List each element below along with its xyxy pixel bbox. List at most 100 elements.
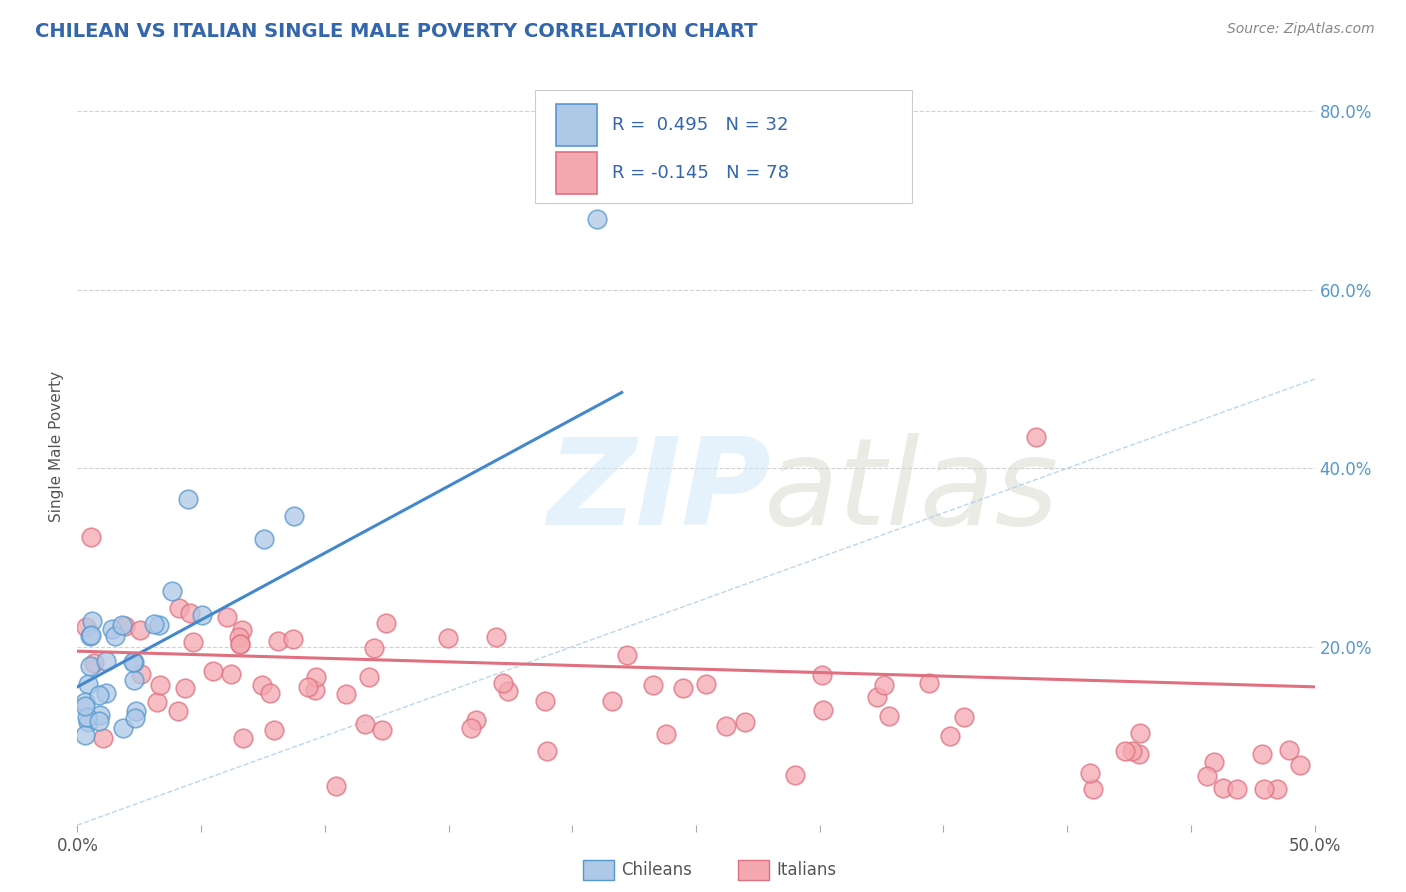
Point <box>83 656 105 670</box>
Point <box>536 744 558 758</box>
Point <box>122 673 145 688</box>
Point <box>460 721 482 735</box>
Point <box>166 704 188 718</box>
Point <box>533 694 555 708</box>
Point <box>148 618 170 632</box>
Text: ZIP: ZIP <box>547 433 772 550</box>
Point <box>129 623 152 637</box>
Point <box>75 620 97 634</box>
Point <box>121 655 143 669</box>
Point <box>643 678 665 692</box>
Point <box>783 768 806 782</box>
Point <box>94 654 117 668</box>
Point <box>101 622 124 636</box>
Point <box>73 695 96 709</box>
Point <box>76 677 98 691</box>
Point <box>952 710 974 724</box>
Point <box>1128 747 1150 762</box>
Point <box>87 688 110 702</box>
Point <box>162 584 184 599</box>
Point <box>305 670 328 684</box>
Point <box>181 635 204 649</box>
Point <box>79 629 101 643</box>
Point <box>866 690 889 704</box>
Point <box>437 631 460 645</box>
Point <box>228 637 250 651</box>
Point <box>873 678 896 692</box>
Point <box>145 695 167 709</box>
Point <box>811 668 834 682</box>
Point <box>177 491 200 506</box>
Point <box>73 728 96 742</box>
Point <box>1251 747 1274 761</box>
Point <box>112 721 135 735</box>
Point <box>173 681 195 695</box>
Point <box>80 628 103 642</box>
Text: R =  0.495   N = 32: R = 0.495 N = 32 <box>612 116 789 135</box>
Point <box>201 664 224 678</box>
Point <box>335 687 357 701</box>
Point <box>655 726 678 740</box>
Point <box>215 609 238 624</box>
FancyBboxPatch shape <box>536 89 912 203</box>
Point <box>1278 743 1301 757</box>
Point <box>91 731 114 745</box>
Point <box>1197 769 1219 783</box>
Point <box>259 686 281 700</box>
Point <box>1265 782 1288 797</box>
Point <box>124 711 146 725</box>
Point <box>131 666 153 681</box>
Point <box>142 616 165 631</box>
Point <box>1081 782 1104 797</box>
Point <box>363 640 385 655</box>
Point <box>695 676 717 690</box>
Point <box>252 533 274 547</box>
Point <box>87 714 110 729</box>
Point <box>1114 744 1136 758</box>
Point <box>125 704 148 718</box>
Point <box>616 648 638 662</box>
Point <box>1078 766 1101 780</box>
Point <box>283 509 305 524</box>
Text: CHILEAN VS ITALIAN SINGLE MALE POVERTY CORRELATION CHART: CHILEAN VS ITALIAN SINGLE MALE POVERTY C… <box>35 22 758 41</box>
Point <box>918 676 941 690</box>
Point <box>231 623 253 637</box>
Point <box>82 614 104 628</box>
Point <box>190 608 212 623</box>
Point <box>231 731 253 745</box>
Point <box>485 630 508 644</box>
Point <box>370 723 392 737</box>
Point <box>250 678 273 692</box>
Point <box>879 709 901 723</box>
Point <box>80 530 103 544</box>
Point <box>267 633 290 648</box>
Point <box>96 686 118 700</box>
Point <box>76 715 98 730</box>
Point <box>1129 726 1152 740</box>
Point <box>353 717 375 731</box>
Point <box>716 719 738 733</box>
Point <box>114 618 136 632</box>
Point <box>464 713 486 727</box>
FancyBboxPatch shape <box>557 104 598 146</box>
Point <box>1226 782 1249 797</box>
Point <box>89 708 111 723</box>
Point <box>122 655 145 669</box>
Point <box>375 615 398 630</box>
Point <box>1289 758 1312 772</box>
FancyBboxPatch shape <box>557 153 598 194</box>
Text: Source: ZipAtlas.com: Source: ZipAtlas.com <box>1227 22 1375 37</box>
Point <box>1202 756 1225 770</box>
Point <box>496 684 519 698</box>
Point <box>325 779 347 793</box>
Point <box>672 681 695 695</box>
Point <box>79 659 101 673</box>
Point <box>179 606 201 620</box>
Point <box>76 709 98 723</box>
Point <box>228 630 250 644</box>
Y-axis label: Single Male Poverty: Single Male Poverty <box>49 370 65 522</box>
Point <box>357 670 380 684</box>
Point <box>221 667 243 681</box>
Point <box>73 699 96 714</box>
Point <box>1253 782 1275 797</box>
